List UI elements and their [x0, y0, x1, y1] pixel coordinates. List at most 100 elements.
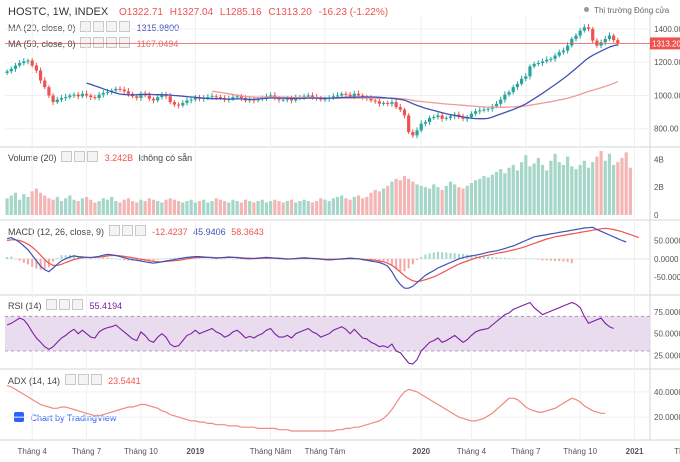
macd-histogram-bar	[185, 257, 188, 259]
last-price-tag	[650, 37, 680, 50]
eye-icon[interactable]	[108, 225, 120, 236]
close-icon[interactable]	[90, 374, 102, 385]
volume-bar	[628, 167, 632, 215]
settings-icon[interactable]	[59, 299, 71, 310]
candle-body	[80, 93, 84, 97]
more-icon[interactable]	[119, 21, 131, 32]
eye-icon[interactable]	[80, 37, 92, 48]
time-tick-label: Tháng 10	[563, 447, 597, 456]
rsi-legend[interactable]: RSI (14) 55.4194	[8, 299, 122, 311]
volume-bar	[302, 199, 306, 215]
volume-bar	[586, 167, 591, 215]
settings-icon[interactable]	[74, 151, 86, 162]
candle-body	[47, 87, 51, 96]
candle-body	[76, 94, 80, 97]
volume-bar	[202, 199, 206, 215]
candle-body	[482, 109, 486, 111]
candle-body	[427, 117, 432, 123]
more-icon[interactable]	[119, 37, 131, 48]
macd-legend[interactable]: MACD (12, 26, close, 9) -12.4237 45.9406…	[8, 225, 264, 237]
ma50-legend[interactable]: MA (50, close, 0) 1167.0494	[8, 37, 178, 49]
candle-body	[499, 99, 503, 104]
macd-histogram-bar	[156, 258, 159, 260]
close-icon[interactable]	[72, 299, 84, 310]
adx-label: ADX (14, 14)	[8, 376, 61, 386]
candle-body	[545, 59, 549, 62]
volume-bar	[273, 199, 277, 215]
volume-bar	[377, 191, 381, 215]
macd-histogram-bar	[219, 258, 222, 260]
candle-body	[578, 30, 582, 36]
adx-legend[interactable]: ADX (14, 14) 23.5441	[8, 374, 141, 386]
candle-body	[402, 109, 407, 116]
candle-body	[369, 97, 373, 101]
macd-histogram-bar	[491, 257, 494, 259]
volume-bar	[30, 191, 34, 215]
volume-bar	[101, 198, 105, 215]
candle-body	[55, 99, 59, 103]
price-tick-label: 1200.00	[654, 58, 680, 67]
volume-bar	[206, 202, 210, 215]
macd-histogram-bar	[223, 258, 226, 259]
settings-icon[interactable]	[77, 374, 89, 385]
macd-histogram-bar	[27, 258, 30, 265]
close-icon[interactable]	[134, 225, 146, 236]
volume-bar	[591, 162, 595, 215]
macd-histogram-bar	[10, 256, 13, 259]
candle-body	[218, 97, 223, 99]
volume-bar	[612, 164, 616, 215]
candle-body	[532, 63, 536, 67]
candle-body	[285, 98, 289, 100]
macd-histogram-bar	[395, 258, 398, 270]
adx-value: 23.5441	[108, 376, 141, 386]
macd-histogram-bar	[416, 258, 419, 260]
candle-body	[436, 115, 440, 118]
eye-icon[interactable]	[61, 151, 73, 162]
macd-histogram-bar	[114, 258, 117, 260]
ma20-label: MA (20, close, 0)	[8, 23, 76, 33]
eye-icon[interactable]	[80, 21, 92, 32]
volume-bar	[398, 180, 402, 215]
macd-histogram-bar	[403, 258, 406, 272]
candle-body	[390, 102, 394, 104]
close-icon[interactable]	[87, 151, 99, 162]
candle-body	[586, 27, 591, 29]
close-icon[interactable]	[106, 21, 118, 32]
ma20-legend[interactable]: MA (20, close, 0) 1315.9800	[8, 21, 179, 33]
candle-body	[72, 94, 76, 96]
macd-histogram-bar	[390, 258, 393, 266]
candle-body	[331, 96, 335, 98]
volume-bar	[457, 187, 461, 215]
settings-icon[interactable]	[93, 37, 105, 48]
settings-icon[interactable]	[121, 225, 133, 236]
volume-bar	[256, 201, 260, 215]
candle-body	[118, 88, 122, 90]
rsi-line	[6, 301, 614, 365]
volume-tick-label: 2B	[654, 183, 664, 192]
volume-bar	[239, 202, 243, 215]
macd-histogram-bar	[269, 258, 272, 259]
candle-body	[469, 113, 474, 118]
candle-body	[344, 93, 348, 95]
volume-bar	[59, 201, 64, 215]
volume-bar	[561, 164, 566, 215]
settings-icon[interactable]	[93, 21, 105, 32]
candle-body	[26, 60, 30, 62]
volume-bar	[252, 202, 256, 215]
macd-histogram-bar	[399, 258, 402, 272]
adx-tick-label: 20.0000	[654, 413, 680, 422]
candle-body	[122, 89, 126, 92]
volume-bar	[68, 195, 72, 215]
eye-icon[interactable]	[46, 299, 58, 310]
candle-body	[34, 65, 38, 71]
volume-bar	[340, 195, 344, 215]
candle-body	[97, 94, 101, 98]
volume-bar	[26, 196, 30, 215]
eye-icon[interactable]	[64, 374, 76, 385]
candle-body	[181, 102, 185, 106]
macd-histogram-bar	[462, 254, 465, 259]
close-icon[interactable]	[106, 37, 118, 48]
macd-histogram-bar	[119, 258, 122, 260]
candle-body	[440, 115, 444, 119]
